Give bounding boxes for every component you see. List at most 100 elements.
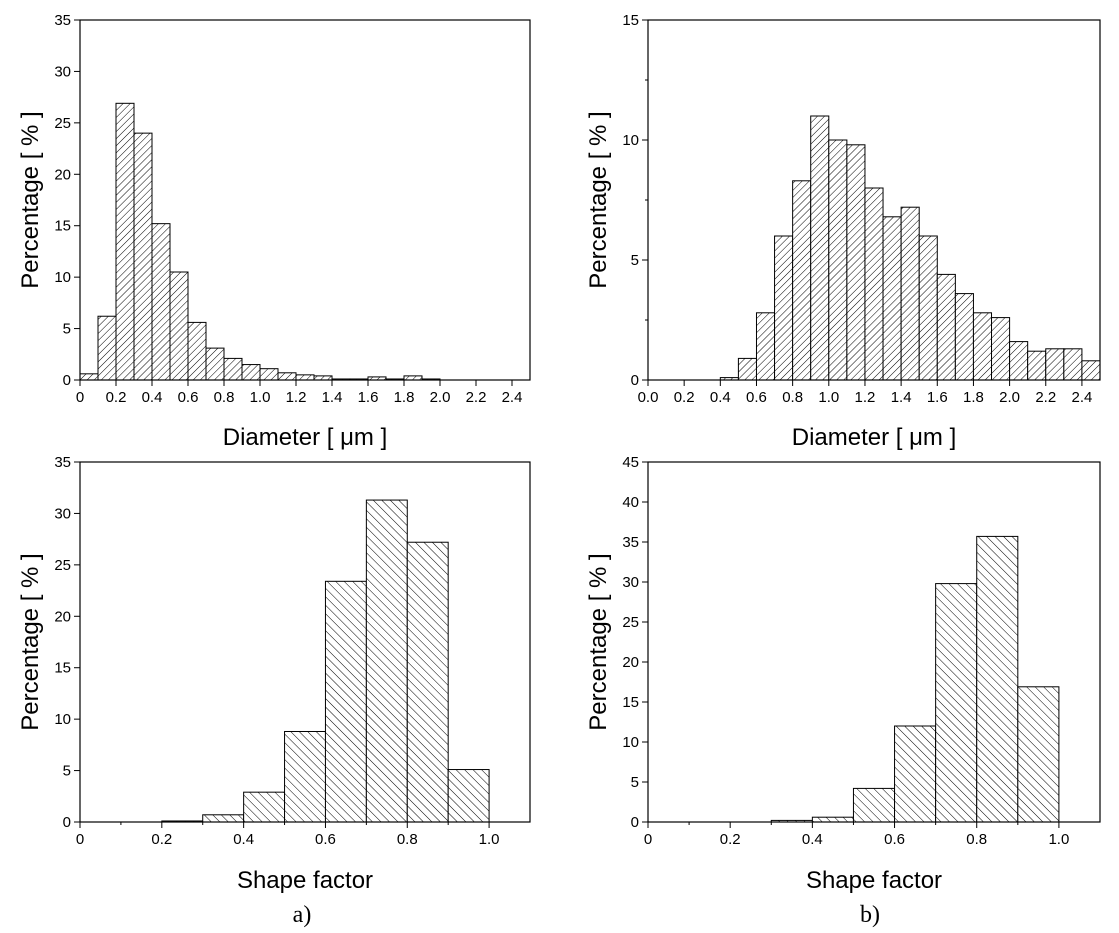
x-tick-label: 0.8 <box>782 389 803 406</box>
chart-diameter-b: 0.0 0.2 0.4 0.6 0.8 1.0 1.2 1.4 1.6 1.8 2.0 2.2 2.4 0… <box>585 12 1101 451</box>
y-tick-label: 30 <box>622 574 639 591</box>
plot-frame <box>79 461 531 823</box>
y-tick-label: 10 <box>622 734 639 751</box>
histogram-bar <box>774 235 794 381</box>
histogram-bar <box>202 814 245 823</box>
x-tick-label: 0.8 <box>966 831 987 848</box>
x-tick-label: 0 <box>76 389 84 406</box>
histogram-bar <box>811 816 854 823</box>
histogram-bar <box>755 312 776 381</box>
histogram-bar <box>243 791 286 823</box>
x-tick-label: 0 <box>644 831 652 848</box>
y-tick-label: 15 <box>54 660 71 677</box>
histogram-bar <box>295 374 315 381</box>
x-tick-label: 0.4 <box>802 831 823 848</box>
x-tick-label: 1.8 <box>394 389 415 406</box>
x-tick-label: 1.6 <box>358 389 379 406</box>
histogram-bar <box>1045 348 1065 381</box>
histogram-bar <box>1017 686 1060 823</box>
histogram-bar <box>115 102 135 381</box>
histogram-bar <box>810 115 830 381</box>
x-axis-title: Diameter [ μm ] <box>792 424 957 451</box>
histogram-bar <box>97 315 117 381</box>
histogram-bar <box>935 583 978 823</box>
y-axis-title: Percentage [ % ] <box>17 553 44 730</box>
x-tick-label: 0.6 <box>746 389 767 406</box>
histogram-bar <box>792 180 812 381</box>
x-tick-label: 0.8 <box>214 389 235 406</box>
histogram-bar <box>1009 341 1029 381</box>
histogram-bar <box>365 499 408 823</box>
histogram-bar <box>284 730 326 823</box>
x-tick-label: 2.2 <box>466 389 487 406</box>
histogram-bar <box>828 139 848 381</box>
histogram-bar <box>1081 360 1101 381</box>
x-tick-label: 1.0 <box>818 389 839 406</box>
histogram-bar <box>900 206 920 381</box>
x-tick-label: 1.0 <box>1048 831 1069 848</box>
y-tick-label: 0 <box>63 814 71 831</box>
plot-frame <box>647 461 1101 823</box>
histogram-bar <box>79 373 99 381</box>
histogram-bar <box>151 223 171 381</box>
histogram-bar <box>259 368 279 381</box>
y-tick-label: 25 <box>54 557 71 574</box>
histogram-bar <box>187 321 207 381</box>
y-tick-label: 5 <box>63 321 71 338</box>
y-tick-label: 10 <box>622 132 639 149</box>
histogram-bar <box>403 375 423 381</box>
y-tick-label: 45 <box>622 454 639 471</box>
x-tick-label: 0.4 <box>233 831 254 848</box>
histogram-bar <box>894 725 937 823</box>
y-tick-label: 5 <box>631 774 639 791</box>
x-tick-label: 0.2 <box>720 831 741 848</box>
chart-shape-factor-a: 0 0.2 0.4 0.6 0.8 1.0 0 5 10 15 20 25 30 35 Shape fact… <box>17 454 531 894</box>
y-tick-label: 30 <box>54 505 71 522</box>
y-axis-title: Percentage [ % ] <box>585 553 612 730</box>
chart-shape-factor-b: 0 0.2 0.4 0.6 0.8 1.0 0 5 10 15 20 25 30 35 40 45 Shape … <box>585 454 1101 894</box>
histogram-bar <box>846 144 866 381</box>
histogram-bar <box>991 317 1011 381</box>
y-tick-label: 0 <box>63 372 71 389</box>
y-tick-label: 35 <box>54 12 71 29</box>
y-tick-label: 5 <box>631 252 639 269</box>
histogram-bar <box>864 187 884 381</box>
x-axis-title: Shape factor <box>237 867 373 894</box>
y-axis-title: Percentage [ % ] <box>585 111 612 288</box>
x-tick-label: 1.4 <box>891 389 912 406</box>
x-axis-title: Diameter [ μm ] <box>223 424 388 451</box>
histogram-bar <box>737 357 757 381</box>
x-tick-label: 1.6 <box>927 389 948 406</box>
histogram-bar <box>936 273 956 381</box>
y-tick-label: 35 <box>622 534 639 551</box>
x-axis-title: Shape factor <box>806 867 942 894</box>
x-tick-label: 0.6 <box>178 389 199 406</box>
caption-b: b) <box>860 902 880 928</box>
x-tick-label: 2.0 <box>430 389 451 406</box>
x-tick-label: 0 <box>76 831 84 848</box>
x-tick-label: 2.4 <box>502 389 523 406</box>
x-tick-label: 0.2 <box>106 389 127 406</box>
x-tick-label: 1.2 <box>286 389 307 406</box>
x-tick-label: 1.2 <box>855 389 876 406</box>
x-tick-label: 0.2 <box>151 831 172 848</box>
histogram-bar <box>406 541 449 823</box>
y-tick-label: 0 <box>631 372 639 389</box>
x-tick-label: 1.8 <box>963 389 984 406</box>
x-tick-label: 0.4 <box>710 389 731 406</box>
y-tick-label: 20 <box>622 654 639 671</box>
chart-diameter-a: 0 0.2 0.4 0.6 0.8 1.0 1.2 1.4 1.6 1.8 2.0 2.2 2.4 0 5 1… <box>17 12 531 451</box>
y-tick-label: 5 <box>63 763 71 780</box>
x-tick-label: 0.2 <box>674 389 695 406</box>
y-tick-label: 15 <box>622 12 639 29</box>
histogram-bar <box>313 375 333 381</box>
y-tick-label: 0 <box>631 814 639 831</box>
y-tick-label: 25 <box>622 614 639 631</box>
histogram-bar <box>972 312 993 381</box>
histogram-bar <box>133 132 153 381</box>
plot-frame <box>79 19 531 381</box>
histogram-bar <box>241 364 261 381</box>
histogram-bar <box>954 293 974 381</box>
histogram-bar <box>918 235 938 381</box>
